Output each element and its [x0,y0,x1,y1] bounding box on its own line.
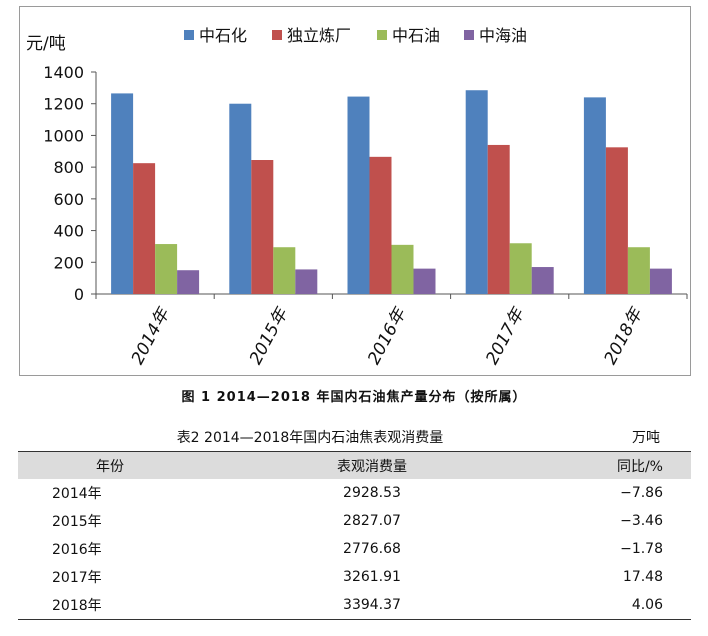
y-tick-label: 1200 [43,95,84,114]
bar-3-5 [627,247,650,294]
legend-label: 中石化 [199,26,247,45]
bar-4-3 [413,268,436,294]
bar-1-3 [347,96,370,294]
bar-2-5 [605,147,628,294]
header-year: 年份 [96,458,124,475]
y-tick-label: 0 [74,285,84,304]
bar-2-4 [487,144,510,294]
table-row: 2018年 3394.37 4.06 [18,591,691,620]
cell-yoy: 17.48 [622,569,663,585]
cell-consumption: 3394.37 [343,597,401,613]
x-tick-label: 2017年 [482,304,529,368]
legend-label: 独立炼厂 [287,26,351,45]
legend-swatch [464,30,474,40]
bar-2-3 [369,156,392,294]
bar-2-1 [133,163,156,294]
y-tick-label: 400 [53,222,84,241]
table-row: 2017年 3261.91 17.48 [18,563,691,591]
header-yoy: 同比/% [616,458,663,475]
cell-consumption: 2928.53 [343,485,401,501]
legend-label: 中海油 [479,26,527,45]
cell-yoy: 4.06 [631,597,663,613]
table-unit: 万吨 [632,430,660,446]
x-tick-label: 2014年 [128,304,175,368]
y-tick-label: 1400 [43,63,84,82]
cell-year: 2014年 [52,486,102,502]
cell-year: 2016年 [52,542,102,558]
y-tick-label: 1000 [43,126,84,145]
cell-year: 2017年 [52,570,102,586]
cell-consumption: 2776.68 [343,541,401,557]
bar-3-4 [509,243,532,294]
cell-yoy: −3.46 [620,513,663,529]
header-consumption: 表观消费量 [337,458,407,475]
x-tick-label: 2018年 [601,304,648,368]
cell-consumption: 3261.91 [343,569,401,585]
bar-4-4 [531,267,554,294]
table-title: 表2 2014—2018年国内石油焦表观消费量 [176,430,444,446]
chart-canvas: 元/吨 0 200 400 600 800 1000 1200 1400 2014年 2015年 20… [26,26,688,368]
bar-1-4 [465,90,488,294]
cell-year: 2018年 [52,598,102,614]
legend-swatch [184,30,194,40]
bar-4-1 [177,270,200,294]
bar-3-1 [155,244,178,294]
y-tick-label: 600 [53,190,84,209]
x-tick-label: 2016年 [364,304,411,368]
y-tick-label: 800 [53,158,84,177]
bar-4-2 [295,269,318,294]
consumption-table: 年份 表观消费量 同比/% 2014年 2928.53 −7.86 2015年 … [18,451,691,620]
cell-consumption: 2827.07 [343,513,401,529]
legend-swatch [377,30,387,40]
bar-1-1 [111,93,134,295]
table-row: 2014年 2928.53 −7.86 [18,479,691,507]
table-row: 2015年 2827.07 −3.46 [18,507,691,535]
bar-3-3 [391,244,414,294]
y-axis-label: 元/吨 [26,34,66,54]
table-header-row: 年份 表观消费量 同比/% [18,451,691,479]
cell-year: 2015年 [52,514,102,530]
x-tick-label: 2015年 [246,304,293,368]
figure-caption: 图 1 2014—2018 年国内石油焦产量分布（按所属） [181,390,527,405]
cell-yoy: −1.78 [620,541,663,557]
table-row: 2016年 2776.68 −1.78 [18,535,691,563]
y-tick-label: 200 [53,253,84,272]
cell-yoy: −7.86 [620,485,663,501]
bar-4-5 [649,268,672,294]
bar-2-2 [251,160,274,294]
bar-1-2 [229,103,252,294]
bar-chart: 元/吨 0 200 400 600 800 1000 1200 1400 2014年 2015年 20… [19,6,691,376]
bar-1-5 [583,97,606,294]
legend-swatch [272,30,282,40]
bar-3-2 [273,247,296,294]
legend-label: 中石油 [392,26,440,45]
